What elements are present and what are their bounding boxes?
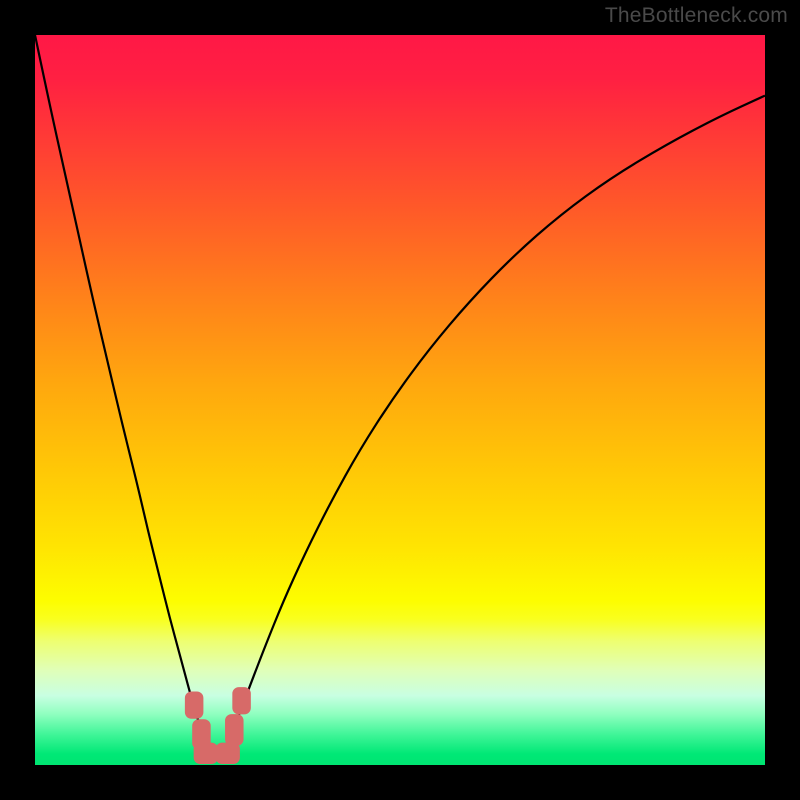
curve-markers <box>35 35 765 765</box>
marker-2 <box>194 743 217 763</box>
marker-0 <box>185 692 203 718</box>
marker-4 <box>226 715 244 746</box>
watermark-text: TheBottleneck.com <box>605 4 788 28</box>
chart-container: TheBottleneck.com <box>0 0 800 800</box>
marker-3 <box>216 743 239 763</box>
plot-area <box>35 35 765 765</box>
marker-5 <box>233 688 251 714</box>
